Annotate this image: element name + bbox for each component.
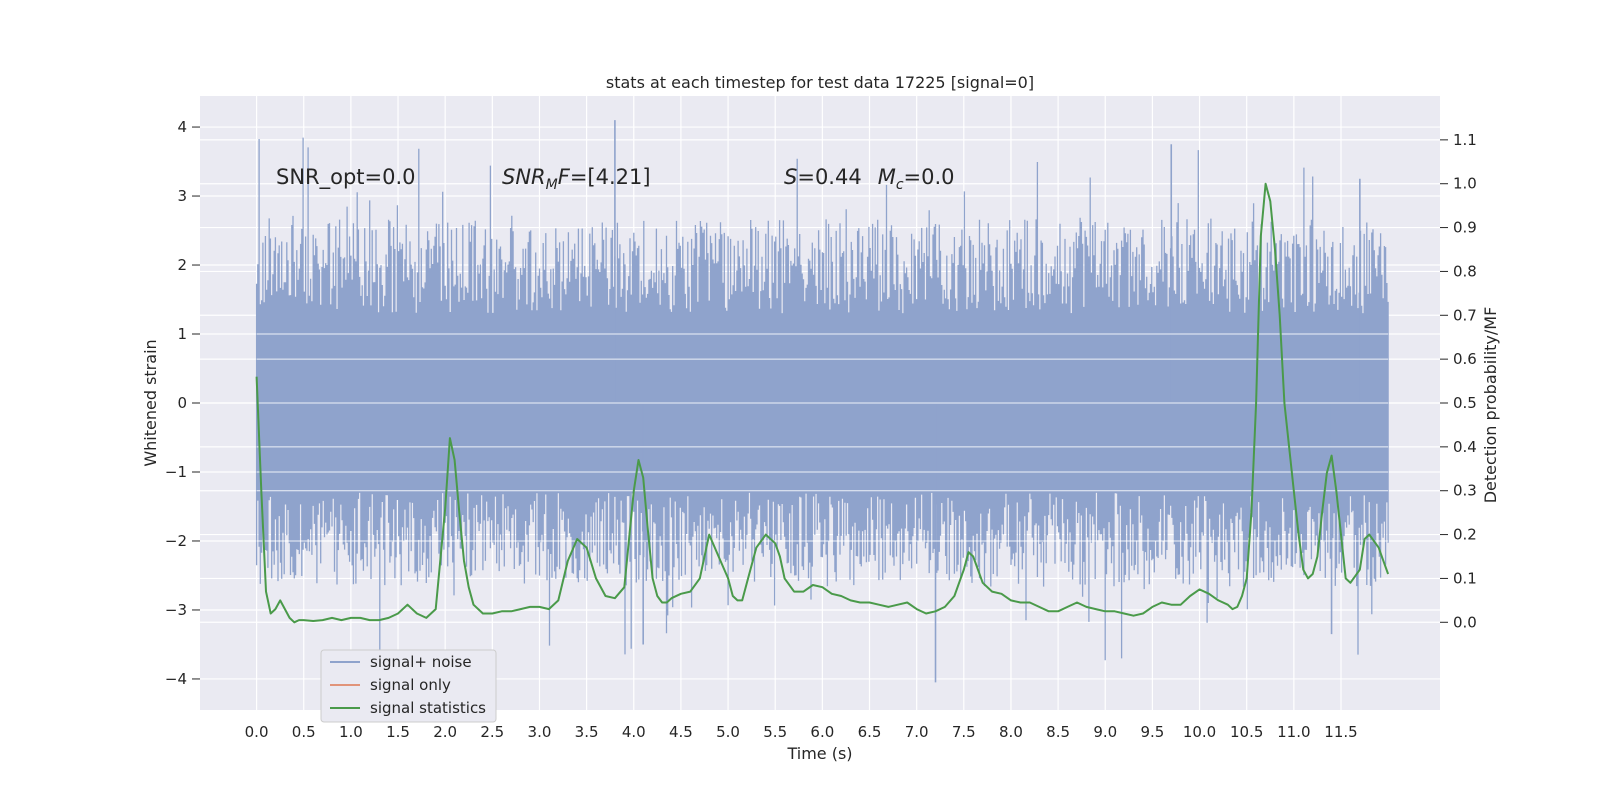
y-right-tick-label-11: 0.0 (1453, 613, 1477, 631)
legend-label-signal-only: signal only (370, 676, 451, 694)
x-tick-label-22: 11.0 (1277, 723, 1310, 741)
y-left-axis-label: Whitened strain (141, 339, 160, 466)
x-axis-label: Time (s) (786, 744, 852, 763)
x-axis-ticks: 0.0 0.5 1.0 1.5 2.0 2.5 3.0 3.5 4.0 4.5 5.0 5.5 6.0 6… (245, 723, 1358, 741)
x-tick-label-19: 9.5 (1140, 723, 1164, 741)
x-tick-label-0: 0.0 (245, 723, 269, 741)
x-tick-label-14: 7.0 (905, 723, 929, 741)
x-tick-label-20: 10.0 (1183, 723, 1216, 741)
x-tick-label-5: 2.5 (480, 723, 504, 741)
y-left-tick-label-6: −2 (165, 532, 187, 550)
y-left-tick-label-0: 4 (177, 118, 187, 136)
x-tick-label-9: 4.5 (669, 723, 693, 741)
y-right-tick-label-8: 0.3 (1453, 482, 1477, 500)
x-tick-label-12: 6.0 (810, 723, 834, 741)
annotation-snr-opt: SNR_opt=0.0 (276, 165, 416, 190)
x-tick-label-3: 1.5 (386, 723, 410, 741)
x-tick-label-4: 2.0 (433, 723, 457, 741)
x-tick-label-6: 3.0 (528, 723, 552, 741)
x-tick-label-15: 7.5 (952, 723, 976, 741)
y-left-tick-label-1: 3 (177, 187, 187, 205)
x-tick-label-13: 6.5 (858, 723, 882, 741)
legend-box (320, 649, 497, 723)
y-right-tick-label-1: 1.0 (1453, 175, 1477, 193)
x-tick-label-7: 3.5 (575, 723, 599, 741)
y-left-axis-ticks: 4 3 2 1 0 −1 −2 −3 −4 (165, 118, 200, 688)
y-left-tick-label-8: −4 (165, 670, 187, 688)
x-tick-label-23: 11.5 (1324, 723, 1357, 741)
x-tick-label-18: 9.0 (1093, 723, 1117, 741)
signal-statistics-line (255, 182, 1390, 624)
y-right-tick-label-0: 1.1 (1453, 131, 1477, 149)
y-right-axis-ticks: 1.1 1.0 0.9 0.8 0.7 0.6 0.5 0.4 0.3 0.2 0.1 0.0 (1440, 131, 1477, 631)
x-tick-label-21: 10.5 (1230, 723, 1263, 741)
legend-label-signal-plus-noise: signal+ noise (370, 653, 472, 671)
legend: signal+ noise signal only signal statist… (320, 649, 497, 723)
y-right-tick-label-6: 0.5 (1453, 394, 1477, 412)
y-left-tick-label-5: −1 (165, 463, 187, 481)
y-right-tick-label-4: 0.7 (1453, 306, 1477, 324)
y-left-tick-label-3: 1 (177, 325, 187, 343)
chart-title: stats at each timestep for test data 172… (606, 73, 1034, 92)
x-tick-label-2: 1.0 (339, 723, 363, 741)
signal-statistics-series (255, 182, 1390, 624)
annotation-s-mc: S=0.44 Mc=0.0 (784, 165, 955, 193)
y-right-axis-label: Detection probability/MF (1481, 307, 1500, 504)
x-tick-label-8: 4.0 (622, 723, 646, 741)
y-right-tick-label-9: 0.2 (1453, 526, 1477, 544)
y-right-tick-label-3: 0.8 (1453, 262, 1477, 280)
x-tick-label-11: 5.5 (763, 723, 787, 741)
y-right-tick-label-10: 0.1 (1453, 569, 1477, 587)
signal-plus-noise-series (255, 120, 1389, 683)
x-tick-label-17: 8.5 (1046, 723, 1070, 741)
y-right-tick-label-5: 0.6 (1453, 350, 1477, 368)
legend-label-signal-statistics: signal statistics (370, 699, 486, 717)
y-right-tick-label-2: 0.9 (1453, 219, 1477, 237)
y-left-tick-label-2: 2 (177, 256, 187, 274)
noise-trace (255, 137, 1389, 662)
x-tick-label-10: 5.0 (716, 723, 740, 741)
x-tick-label-1: 0.5 (292, 723, 316, 741)
y-right-tick-label-7: 0.4 (1453, 438, 1477, 456)
y-left-tick-label-4: 0 (177, 394, 187, 412)
x-tick-label-16: 8.0 (999, 723, 1023, 741)
annotation-snr-mf: SNRMF=[4.21] (502, 165, 651, 193)
y-left-tick-label-7: −3 (165, 601, 187, 619)
